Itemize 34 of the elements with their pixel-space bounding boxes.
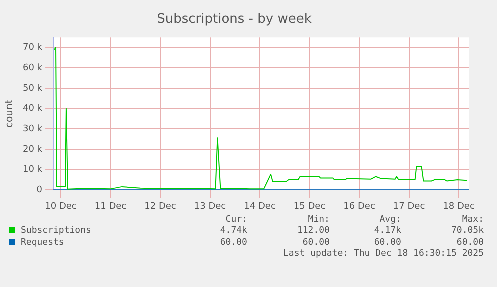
text: Last update: Thu Dec 18 16:30:15 2025 [282,249,485,259]
text: Avg: [378,215,402,225]
text: Min: [307,215,331,225]
x-tick-label: 17 Dec [393,202,426,212]
x-tick-label: 11 Dec [94,202,127,212]
x-tick-label: 14 Dec [244,202,276,212]
legend-label: Requests [20,237,66,249]
text: Max: [461,215,485,225]
legend-label: Subscriptions [20,225,92,237]
y-tick-label: 10 k [22,165,44,176]
text: 60.00 [219,237,248,249]
text: 70.05k [450,225,485,237]
x-tick-label: 13 Dec [194,202,226,212]
y-axis-title: count [4,100,16,128]
text: 4.17k [373,225,402,237]
text: Cur: [224,215,248,225]
x-tick-label: 18 Dec [443,202,475,212]
x-tick-label: 16 Dec [344,202,376,212]
y-tick-label: 20 k [22,144,44,155]
y-tick-label: 60 k [22,63,44,74]
text: 112.00 [296,225,331,237]
x-tick-label: 10 Dec [45,202,77,212]
text: 60.00 [373,237,402,249]
y-tick-label: 0 [36,186,43,196]
y-tick-label: 70 k [22,43,44,54]
chart-title: Subscriptions - by week [157,12,312,28]
x-tick-label: 15 Dec [294,202,326,212]
y-tick-label: 30 k [22,124,44,135]
text: 60.00 [456,237,485,249]
text: 4.74k [219,225,248,237]
y-tick-label: 50 k [22,84,44,94]
text: 60.00 [302,237,331,249]
x-tick-label: 12 Dec [144,202,176,212]
y-tick-label: 40 k [22,104,44,114]
